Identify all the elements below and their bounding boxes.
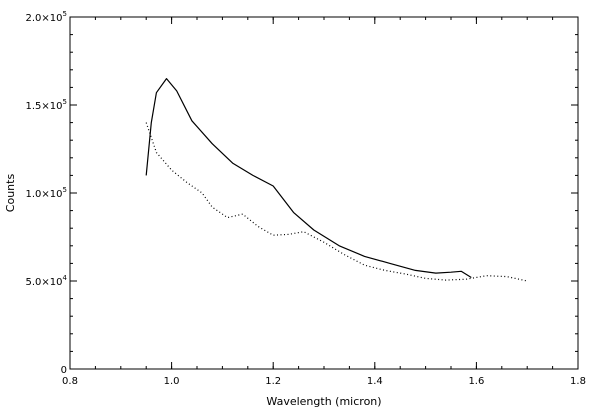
y-tick-label: 2.0×105 xyxy=(26,10,67,24)
y-tick-label: 1.0×105 xyxy=(26,186,67,200)
x-tick-label: 1.2 xyxy=(265,376,281,387)
y-tick-label: 5.0×104 xyxy=(26,274,68,288)
x-tick-label: 1.4 xyxy=(367,376,383,387)
y-tick-mantissa: 5.0×10 xyxy=(26,277,63,288)
y-axis-title: Counts xyxy=(4,174,17,213)
y-tick-exponent: 4 xyxy=(63,274,68,282)
series-layer xyxy=(145,78,528,282)
x-axis: 0.8 1.0 1.2 1.4 1.6 1.8 xyxy=(62,17,586,387)
y-tick-mantissa: 2.0×10 xyxy=(26,13,63,24)
x-tick-label: 1.0 xyxy=(164,376,180,387)
series-line-solid xyxy=(145,78,472,279)
y-tick-mantissa: 0 xyxy=(61,365,67,376)
y-tick-label: 1.5×105 xyxy=(26,98,67,112)
y-tick-exponent: 5 xyxy=(63,10,67,18)
x-tick-label: 1.6 xyxy=(468,376,484,387)
y-tick-label: 0 xyxy=(61,365,67,376)
y-tick-mantissa: 1.0×10 xyxy=(26,189,63,200)
y-tick-exponent: 5 xyxy=(63,98,67,106)
plot-frame xyxy=(69,16,579,370)
x-tick-label: 0.8 xyxy=(62,376,78,387)
x-axis-title: Wavelength (micron) xyxy=(266,395,381,408)
x-tick-label: 1.8 xyxy=(570,376,586,387)
series-line-dotted xyxy=(145,122,528,282)
y-tick-exponent: 5 xyxy=(63,186,67,194)
y-tick-mantissa: 1.5×10 xyxy=(26,101,63,112)
